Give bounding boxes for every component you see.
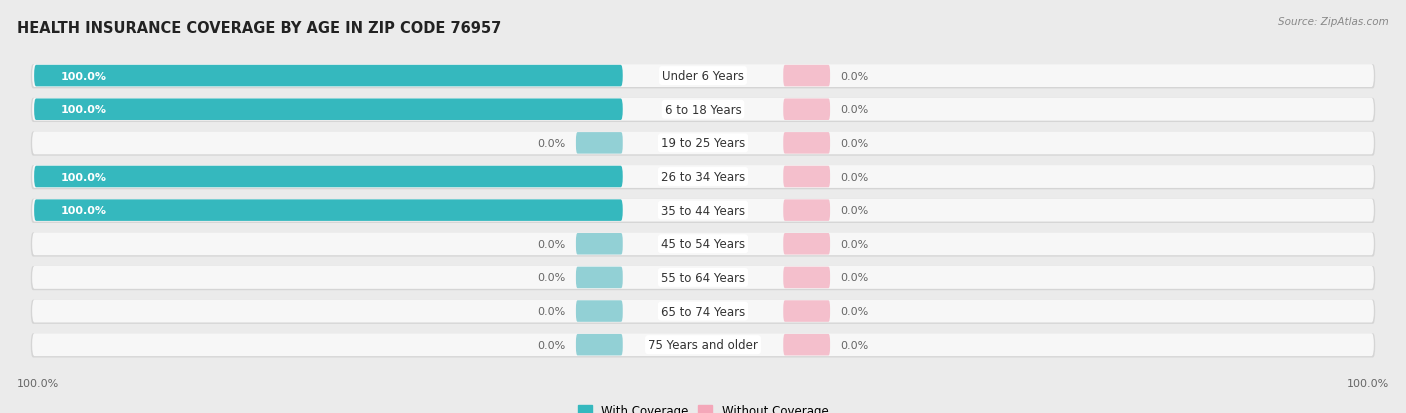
FancyBboxPatch shape [31, 132, 1375, 156]
Text: 0.0%: 0.0% [841, 239, 869, 249]
FancyBboxPatch shape [32, 266, 1374, 289]
FancyBboxPatch shape [576, 233, 623, 255]
FancyBboxPatch shape [31, 99, 1375, 123]
Text: 0.0%: 0.0% [537, 239, 565, 249]
Text: 0.0%: 0.0% [537, 138, 565, 149]
Text: 100.0%: 100.0% [60, 105, 107, 115]
FancyBboxPatch shape [32, 132, 1374, 155]
Text: 0.0%: 0.0% [841, 138, 869, 149]
FancyBboxPatch shape [31, 199, 1375, 223]
Text: HEALTH INSURANCE COVERAGE BY AGE IN ZIP CODE 76957: HEALTH INSURANCE COVERAGE BY AGE IN ZIP … [17, 21, 501, 36]
FancyBboxPatch shape [783, 166, 830, 188]
Text: 0.0%: 0.0% [841, 172, 869, 182]
Text: 45 to 54 Years: 45 to 54 Years [661, 238, 745, 251]
Text: Under 6 Years: Under 6 Years [662, 70, 744, 83]
FancyBboxPatch shape [31, 300, 1375, 324]
FancyBboxPatch shape [32, 65, 1374, 88]
Text: 0.0%: 0.0% [537, 273, 565, 283]
FancyBboxPatch shape [34, 66, 623, 87]
FancyBboxPatch shape [783, 133, 830, 154]
FancyBboxPatch shape [31, 65, 1375, 89]
Legend: With Coverage, Without Coverage: With Coverage, Without Coverage [578, 404, 828, 413]
Text: 0.0%: 0.0% [841, 105, 869, 115]
FancyBboxPatch shape [31, 166, 1375, 190]
FancyBboxPatch shape [32, 333, 1374, 356]
Text: 0.0%: 0.0% [841, 71, 869, 81]
Text: 0.0%: 0.0% [537, 340, 565, 350]
Text: 100.0%: 100.0% [17, 378, 59, 388]
FancyBboxPatch shape [32, 233, 1374, 256]
FancyBboxPatch shape [783, 334, 830, 356]
FancyBboxPatch shape [32, 99, 1374, 121]
Text: 0.0%: 0.0% [537, 306, 565, 316]
FancyBboxPatch shape [31, 333, 1375, 358]
Text: 0.0%: 0.0% [841, 340, 869, 350]
FancyBboxPatch shape [34, 166, 623, 188]
Text: 0.0%: 0.0% [841, 306, 869, 316]
Text: 0.0%: 0.0% [841, 206, 869, 216]
FancyBboxPatch shape [31, 233, 1375, 257]
Text: 26 to 34 Years: 26 to 34 Years [661, 171, 745, 183]
FancyBboxPatch shape [576, 301, 623, 322]
Text: 75 Years and older: 75 Years and older [648, 338, 758, 351]
Text: 55 to 64 Years: 55 to 64 Years [661, 271, 745, 284]
FancyBboxPatch shape [783, 267, 830, 288]
FancyBboxPatch shape [783, 99, 830, 121]
FancyBboxPatch shape [783, 66, 830, 87]
Text: 65 to 74 Years: 65 to 74 Years [661, 305, 745, 318]
FancyBboxPatch shape [783, 301, 830, 322]
FancyBboxPatch shape [576, 267, 623, 288]
FancyBboxPatch shape [34, 200, 623, 221]
Text: Source: ZipAtlas.com: Source: ZipAtlas.com [1278, 17, 1389, 26]
FancyBboxPatch shape [32, 199, 1374, 222]
Text: 100.0%: 100.0% [60, 206, 107, 216]
Text: 0.0%: 0.0% [841, 273, 869, 283]
FancyBboxPatch shape [783, 200, 830, 221]
Text: 19 to 25 Years: 19 to 25 Years [661, 137, 745, 150]
Text: 100.0%: 100.0% [1347, 378, 1389, 388]
FancyBboxPatch shape [31, 266, 1375, 290]
Text: 35 to 44 Years: 35 to 44 Years [661, 204, 745, 217]
Text: 100.0%: 100.0% [60, 172, 107, 182]
FancyBboxPatch shape [576, 334, 623, 356]
FancyBboxPatch shape [576, 133, 623, 154]
FancyBboxPatch shape [34, 99, 623, 121]
FancyBboxPatch shape [32, 166, 1374, 188]
FancyBboxPatch shape [32, 300, 1374, 323]
FancyBboxPatch shape [783, 233, 830, 255]
Text: 100.0%: 100.0% [60, 71, 107, 81]
Text: 6 to 18 Years: 6 to 18 Years [665, 104, 741, 116]
